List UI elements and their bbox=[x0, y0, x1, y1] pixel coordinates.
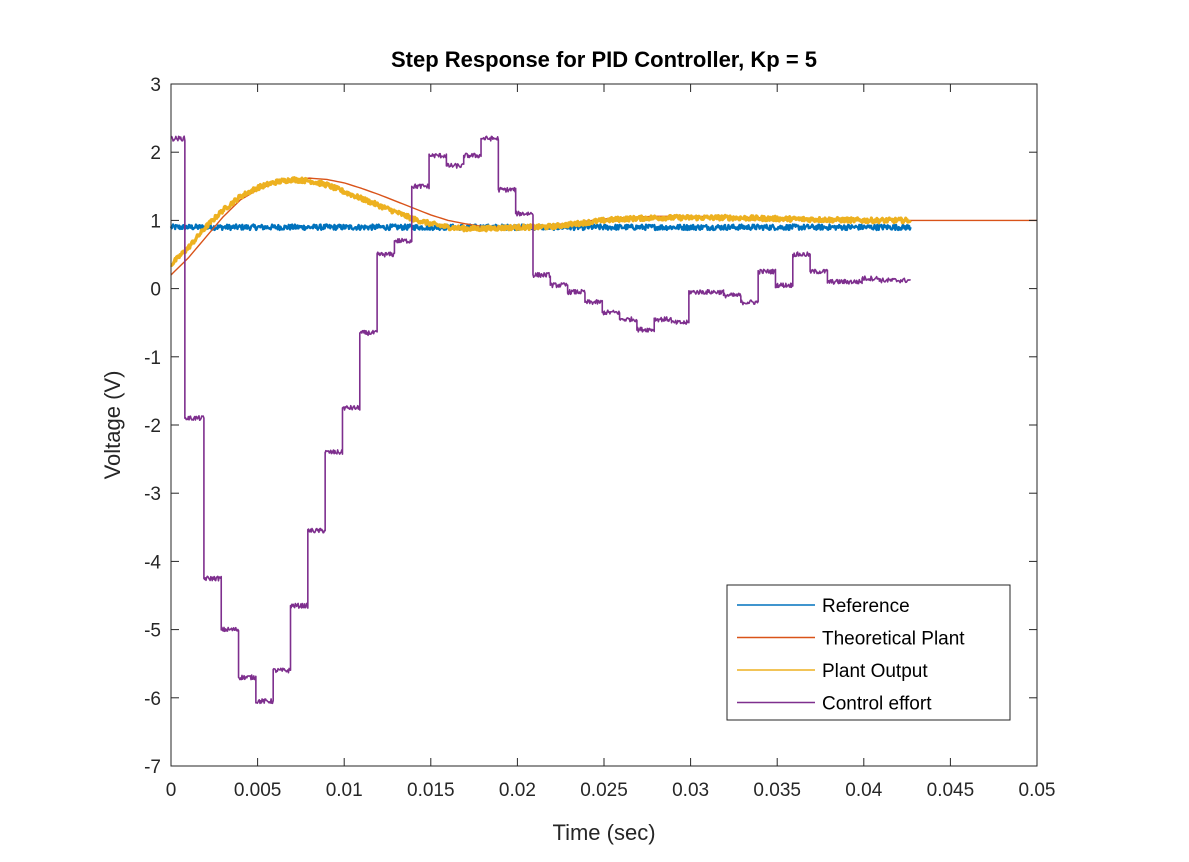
series-line-control-effort bbox=[170, 135, 912, 705]
y-tick-label: -1 bbox=[144, 348, 161, 369]
x-tick-label: 0.015 bbox=[407, 780, 455, 801]
legend: Reference Theoretical Plant Plant Output Co… bbox=[726, 584, 1011, 721]
y-tick-label: -6 bbox=[144, 689, 161, 710]
x-tick-label: 0.04 bbox=[845, 780, 882, 801]
legend-items: Reference Theoretical Plant Plant Output Co… bbox=[737, 596, 965, 715]
x-tick-label: 0 bbox=[166, 780, 177, 801]
x-tick-label: 0.035 bbox=[753, 780, 801, 801]
series-layer bbox=[169, 135, 1037, 705]
x-tick-label: 0.025 bbox=[580, 780, 628, 801]
chart-title: Step Response for PID Controller, Kp = 5 bbox=[391, 47, 817, 72]
y-tick-label: -5 bbox=[144, 621, 161, 642]
y-axis: -7 -6 -5 -4 -3 -2 -1 0 1 2 3 bbox=[144, 75, 1037, 778]
x-tick-label: 0.01 bbox=[326, 780, 363, 801]
legend-label-reference: Reference bbox=[822, 596, 910, 617]
y-tick-label: -2 bbox=[144, 416, 161, 437]
x-axis: 0 0.005 0.01 0.015 0.02 0.025 0.03 0.035 0.04 0.0… bbox=[166, 84, 1056, 801]
x-tick-label: 0.03 bbox=[672, 780, 709, 801]
y-tick-label: -3 bbox=[144, 484, 161, 505]
y-tick-label: -4 bbox=[144, 552, 161, 573]
y-axis-title: Voltage (V) bbox=[100, 371, 125, 480]
y-tick-label: 0 bbox=[150, 280, 161, 301]
y-tick-label: 3 bbox=[150, 75, 161, 96]
legend-label-control-effort: Control effort bbox=[822, 694, 932, 715]
y-tick-label: -7 bbox=[144, 757, 161, 778]
legend-box bbox=[726, 584, 1011, 721]
x-tick-label: 0.045 bbox=[927, 780, 975, 801]
x-tick-label: 0.02 bbox=[499, 780, 536, 801]
x-tick-label: 0.005 bbox=[234, 780, 282, 801]
y-tick-label: 2 bbox=[150, 143, 161, 164]
series-line-plant-output bbox=[170, 176, 912, 267]
x-axis-title: Time (sec) bbox=[552, 820, 655, 845]
legend-label-plant-output: Plant Output bbox=[822, 661, 928, 682]
x-tick-label: 0.05 bbox=[1019, 780, 1056, 801]
legend-label-theoretical-plant: Theoretical Plant bbox=[822, 629, 965, 650]
y-tick-label: 1 bbox=[150, 211, 161, 232]
